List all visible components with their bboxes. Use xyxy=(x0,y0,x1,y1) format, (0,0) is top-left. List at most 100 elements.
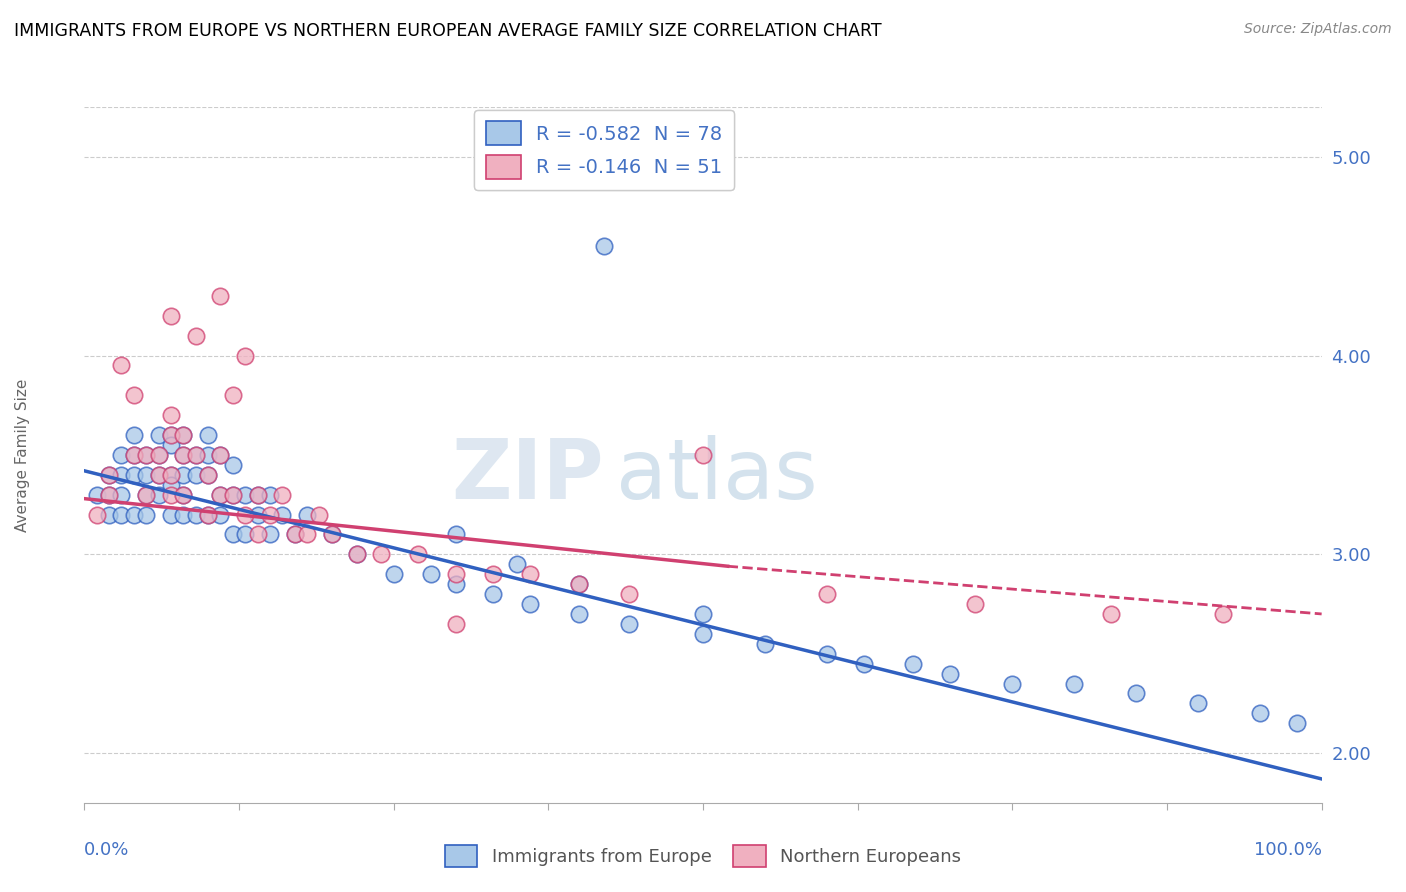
Point xyxy=(172,448,194,462)
Point xyxy=(815,647,838,661)
Point xyxy=(209,508,232,522)
Point xyxy=(110,359,132,373)
Point xyxy=(160,428,183,442)
Point xyxy=(172,488,194,502)
Point xyxy=(346,547,368,561)
Point xyxy=(444,527,467,541)
Point xyxy=(1285,716,1308,731)
Point xyxy=(939,666,962,681)
Point xyxy=(271,508,294,522)
Point xyxy=(135,508,157,522)
Legend: Immigrants from Europe, Northern Europeans: Immigrants from Europe, Northern Europea… xyxy=(437,838,969,874)
Point xyxy=(408,547,430,561)
Point xyxy=(135,488,157,502)
Point xyxy=(86,508,108,522)
Point xyxy=(135,448,157,462)
Point xyxy=(172,467,194,482)
Point xyxy=(122,428,145,442)
Point xyxy=(346,547,368,561)
Point xyxy=(519,597,541,611)
Point xyxy=(222,488,245,502)
Text: IMMIGRANTS FROM EUROPE VS NORTHERN EUROPEAN AVERAGE FAMILY SIZE CORRELATION CHAR: IMMIGRANTS FROM EUROPE VS NORTHERN EUROP… xyxy=(14,22,882,40)
Point xyxy=(233,508,256,522)
Point xyxy=(568,577,591,591)
Point xyxy=(692,607,714,621)
Point xyxy=(568,607,591,621)
Point xyxy=(160,477,183,491)
Point xyxy=(184,508,207,522)
Point xyxy=(321,527,343,541)
Point xyxy=(903,657,925,671)
Point xyxy=(754,637,776,651)
Point xyxy=(160,488,183,502)
Point xyxy=(593,239,616,253)
Point xyxy=(382,567,405,582)
Point xyxy=(110,488,132,502)
Point xyxy=(122,467,145,482)
Point xyxy=(852,657,875,671)
Point xyxy=(259,508,281,522)
Point xyxy=(259,527,281,541)
Point xyxy=(209,448,232,462)
Point xyxy=(209,448,232,462)
Point xyxy=(98,508,121,522)
Point xyxy=(1249,706,1271,721)
Point xyxy=(815,587,838,601)
Point xyxy=(98,467,121,482)
Point xyxy=(965,597,987,611)
Point xyxy=(308,508,330,522)
Text: 0.0%: 0.0% xyxy=(84,841,129,859)
Point xyxy=(122,508,145,522)
Point xyxy=(110,467,132,482)
Point xyxy=(1125,686,1147,700)
Point xyxy=(295,508,318,522)
Point xyxy=(197,508,219,522)
Point xyxy=(172,488,194,502)
Point xyxy=(135,467,157,482)
Point xyxy=(98,488,121,502)
Point xyxy=(284,527,307,541)
Point xyxy=(148,448,170,462)
Point xyxy=(172,428,194,442)
Text: Average Family Size: Average Family Size xyxy=(15,378,30,532)
Point xyxy=(295,527,318,541)
Point xyxy=(122,448,145,462)
Point xyxy=(444,567,467,582)
Point xyxy=(135,448,157,462)
Point xyxy=(160,438,183,452)
Point xyxy=(321,527,343,541)
Point xyxy=(233,349,256,363)
Point xyxy=(246,508,269,522)
Point xyxy=(160,467,183,482)
Point xyxy=(98,488,121,502)
Point xyxy=(617,587,640,601)
Point xyxy=(197,428,219,442)
Point xyxy=(209,488,232,502)
Point xyxy=(197,508,219,522)
Point xyxy=(222,527,245,541)
Point xyxy=(184,448,207,462)
Text: atlas: atlas xyxy=(616,435,818,516)
Text: 100.0%: 100.0% xyxy=(1254,841,1322,859)
Point xyxy=(197,467,219,482)
Legend: R = -0.582  N = 78, R = -0.146  N = 51: R = -0.582 N = 78, R = -0.146 N = 51 xyxy=(474,110,734,190)
Point xyxy=(1099,607,1122,621)
Point xyxy=(148,488,170,502)
Point xyxy=(519,567,541,582)
Point xyxy=(184,328,207,343)
Point xyxy=(692,448,714,462)
Point xyxy=(222,488,245,502)
Point xyxy=(284,527,307,541)
Point xyxy=(1001,676,1024,690)
Point xyxy=(122,388,145,402)
Point xyxy=(209,488,232,502)
Point xyxy=(160,508,183,522)
Point xyxy=(148,448,170,462)
Point xyxy=(444,616,467,631)
Point xyxy=(86,488,108,502)
Text: ZIP: ZIP xyxy=(451,435,605,516)
Point xyxy=(271,488,294,502)
Point xyxy=(233,527,256,541)
Point xyxy=(568,577,591,591)
Point xyxy=(370,547,392,561)
